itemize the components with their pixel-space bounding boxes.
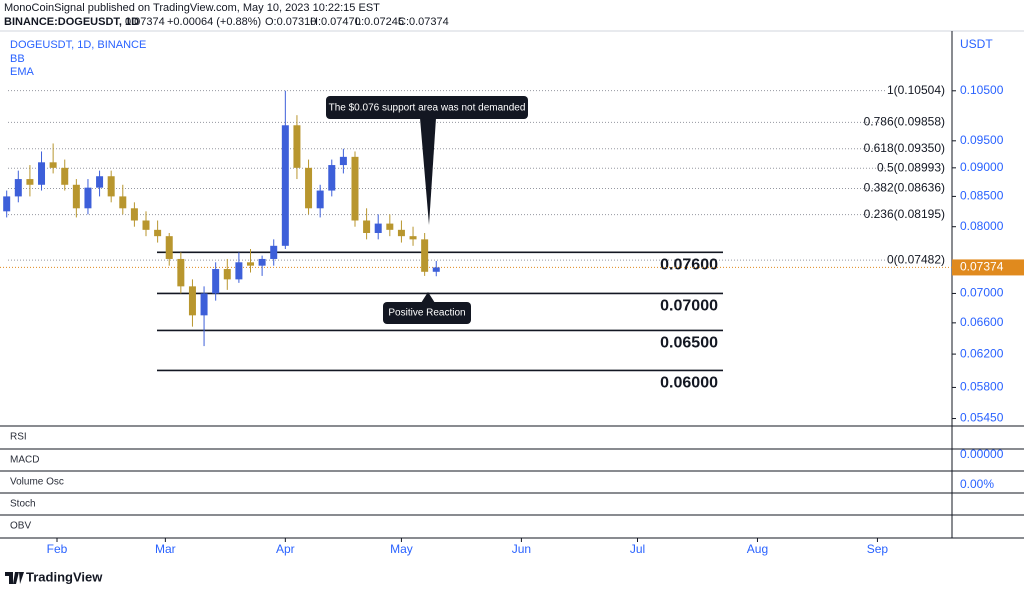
pane-label: Volume Osc xyxy=(10,477,64,488)
fib-label: 0.382(0.08636) xyxy=(864,181,945,195)
y-tick-label: 0.06600 xyxy=(960,315,1004,329)
level-label: 0.06500 xyxy=(660,335,718,352)
candle-body xyxy=(397,229,405,237)
candle-body xyxy=(409,236,417,240)
candle-body xyxy=(49,162,57,168)
candle-body xyxy=(293,125,301,168)
ohlc-high: H:0.07470 xyxy=(310,16,361,28)
x-tick-label: Jun xyxy=(512,542,531,556)
candle-body xyxy=(351,156,359,221)
candle-body xyxy=(26,179,34,185)
candle-body xyxy=(107,176,115,197)
candle-body xyxy=(84,187,92,209)
x-tick-label: Feb xyxy=(47,542,68,556)
callout xyxy=(383,302,471,324)
candle-body xyxy=(72,184,80,209)
callout-text: Positive Reaction xyxy=(388,308,465,319)
candle-body xyxy=(38,162,46,185)
candle-body xyxy=(281,125,289,246)
overlay-label: EMA xyxy=(10,66,35,78)
level-label: 0.07600 xyxy=(660,257,718,274)
pane-value: 0.00% xyxy=(960,477,994,491)
candle-body xyxy=(96,176,104,188)
candle-body xyxy=(119,196,127,209)
y-tick-label: 0.05800 xyxy=(960,380,1004,394)
level-label: 0.07000 xyxy=(660,298,718,315)
candle-body xyxy=(305,167,313,209)
last: 0.07374 xyxy=(125,16,165,28)
y-unit: USDT xyxy=(960,37,993,51)
callout-text: The $0.076 support area was not demanded xyxy=(329,103,526,114)
y-tick-label: 0.09000 xyxy=(960,160,1004,174)
candle-body xyxy=(247,262,254,266)
brand-name: TradingView xyxy=(26,569,103,584)
candle-body xyxy=(339,156,347,166)
y-tick-label: 0.05450 xyxy=(960,411,1004,425)
candle-body xyxy=(142,220,150,230)
candle-body xyxy=(212,269,220,294)
candle-body xyxy=(130,208,138,221)
candle-body xyxy=(374,223,382,233)
candle-body xyxy=(14,179,22,197)
ohlc-low: L:0.07245 xyxy=(355,16,404,28)
pane-label: RSI xyxy=(10,432,27,443)
y-tick-label: 0.07000 xyxy=(960,286,1004,300)
ohlc-open: O:0.07310 xyxy=(265,16,316,28)
fib-label: 0.236(0.08195) xyxy=(864,207,945,221)
candle-body xyxy=(3,196,11,212)
fib-label: 0.786(0.09858) xyxy=(864,114,945,128)
x-tick-label: Aug xyxy=(747,542,768,556)
brand-logo xyxy=(5,572,24,584)
candle-body xyxy=(61,167,69,185)
pane-label: MACD xyxy=(10,455,39,466)
pane-label: OBV xyxy=(10,521,31,532)
y-tick-label: 0.06200 xyxy=(960,346,1004,360)
x-tick-label: May xyxy=(390,542,413,556)
publisher: MonoCoinSignal published on TradingView.… xyxy=(4,2,380,14)
chart-title: DOGEUSDT, 1D, BINANCE xyxy=(10,39,146,51)
pane-label: Stoch xyxy=(10,499,36,510)
callout-pointer xyxy=(421,292,435,303)
overlay-label: BB xyxy=(10,53,25,65)
candle-body xyxy=(363,220,371,233)
candle-body xyxy=(270,245,278,259)
candle-body xyxy=(316,190,324,209)
y-tick-label: 0.10500 xyxy=(960,83,1004,97)
level-label: 0.06000 xyxy=(660,375,718,392)
y-tick-label: 0.09500 xyxy=(960,133,1004,147)
candle-body xyxy=(328,165,336,191)
brand: TradingView xyxy=(5,569,103,584)
candle-body xyxy=(154,229,162,237)
x-tick-label: Apr xyxy=(276,542,295,556)
last-price-box xyxy=(952,259,1024,276)
callout-pointer xyxy=(420,118,436,225)
fib-label: 0.5(0.08993) xyxy=(877,160,945,174)
pane-value: 0.00000 xyxy=(960,447,1004,461)
candle-body xyxy=(223,269,231,280)
candle-body xyxy=(386,223,394,230)
x-tick-label: Mar xyxy=(155,542,176,556)
candle-body xyxy=(165,236,173,259)
fib-label: 1(0.10504) xyxy=(887,83,945,97)
candle-body xyxy=(235,262,243,280)
fib-label: 0.618(0.09350) xyxy=(864,141,945,155)
x-tick-label: Jul xyxy=(630,542,645,556)
callout xyxy=(326,96,528,119)
fib-label: 0(0.07482) xyxy=(887,252,945,266)
candle-body xyxy=(258,258,266,266)
candle-body xyxy=(177,258,185,287)
x-tick-label: Sep xyxy=(867,542,889,556)
y-tick-label: 0.08500 xyxy=(960,189,1004,203)
candle-body xyxy=(432,267,440,272)
candle-body xyxy=(421,239,429,272)
ohlc-close: C:0.07374 xyxy=(398,16,449,28)
last-price-label: 0.07374 xyxy=(960,260,1004,274)
change: +0.00064 (+0.88%) xyxy=(167,16,261,28)
candle-body xyxy=(188,286,196,316)
candle-body xyxy=(200,293,208,316)
y-tick-label: 0.08000 xyxy=(960,219,1004,233)
symbol: BINANCE:DOGEUSDT, 1D xyxy=(4,16,139,28)
